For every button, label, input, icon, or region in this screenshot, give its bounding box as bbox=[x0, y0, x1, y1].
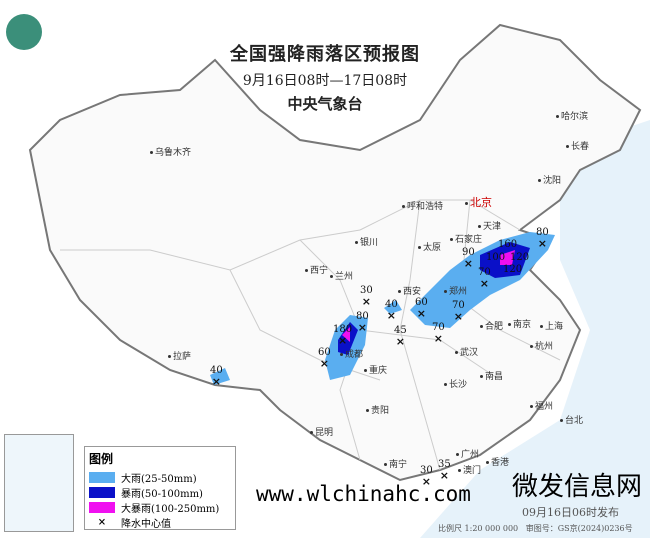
agency: 中央气象台 bbox=[287, 95, 363, 113]
rain-center-marker: 70 × bbox=[432, 322, 445, 345]
city-label: 太原 bbox=[418, 243, 441, 254]
city-label: 拉萨 bbox=[168, 352, 191, 363]
city-label: 南宁 bbox=[384, 460, 407, 471]
city-label: 乌鲁木齐 bbox=[150, 148, 191, 159]
city-label: 昆明 bbox=[310, 428, 333, 439]
legend-item: 暴雨(50-100mm) bbox=[89, 485, 235, 500]
city-label: 重庆 bbox=[364, 366, 387, 377]
rain-center-marker: 90 × bbox=[462, 247, 475, 270]
city-label: 南昌 bbox=[480, 372, 503, 383]
rain-center-marker: 100 bbox=[486, 252, 506, 263]
city-label: 银川 bbox=[355, 238, 378, 249]
watermark-text: 微发信息网 bbox=[512, 472, 643, 502]
rain-center-marker: 120 bbox=[503, 264, 523, 275]
rain-center-marker: 70 × bbox=[452, 300, 465, 323]
rain-center-marker: 70 × bbox=[478, 267, 491, 290]
city-label: 澳门 bbox=[458, 466, 481, 477]
city-label: 广州 bbox=[456, 450, 479, 461]
rain-center-marker: 60 × bbox=[415, 297, 428, 320]
rain-center-marker: 180 × bbox=[333, 324, 353, 347]
city-label: 武汉 bbox=[455, 348, 478, 359]
city-label: 杭州 bbox=[530, 342, 553, 353]
rain-center-marker: 80 × bbox=[536, 227, 549, 250]
city-label: 上海 bbox=[540, 322, 563, 333]
rain-center-marker: 45 × bbox=[394, 325, 407, 348]
city-label: 天津 bbox=[478, 222, 501, 233]
city-label: 台北 bbox=[560, 416, 583, 427]
city-label: 成都 bbox=[340, 350, 363, 361]
city-label: 香港 bbox=[486, 458, 509, 469]
scale-info: 比例尺 1:20 000 000 审图号：GS京(2024)0236号 bbox=[438, 524, 633, 533]
city-label: 西安 bbox=[398, 287, 421, 298]
cma-logo bbox=[6, 14, 42, 50]
rain-center-marker: 80 × bbox=[356, 311, 369, 334]
city-label: 兰州 bbox=[330, 272, 353, 283]
legend: 图例 大雨(25-50mm) 暴雨(50-100mm) 大暴雨(100-250m… bbox=[84, 446, 236, 530]
city-label: 西宁 bbox=[305, 266, 328, 277]
rain-center-marker: 30 × bbox=[420, 465, 433, 488]
city-label: 长春 bbox=[566, 142, 589, 153]
legend-item: 大暴雨(100-250mm) bbox=[89, 500, 235, 515]
city-label: 福州 bbox=[530, 402, 553, 413]
city-label: 合肥 bbox=[480, 322, 503, 333]
sea bbox=[420, 120, 650, 538]
rain-center-marker: 30 × bbox=[360, 285, 373, 308]
rainstorm-area bbox=[338, 242, 530, 355]
rain-center-marker: 35 × bbox=[438, 459, 451, 482]
rain-center-marker: 40 × bbox=[210, 365, 223, 388]
forecast-period: 9月16日08时—17日08时 bbox=[242, 73, 408, 89]
city-label: 郑州 bbox=[444, 287, 467, 298]
publish-time: 09月16日06时发布 bbox=[522, 506, 619, 519]
cross-icon: × bbox=[97, 517, 107, 528]
watermark-url: www.wlchinahc.com bbox=[256, 482, 471, 506]
legend-item: × 降水中心值 bbox=[89, 515, 235, 530]
rain-center-marker: 160 bbox=[498, 239, 518, 250]
rain-center-marker: 40 × bbox=[385, 299, 398, 322]
city-label: 沈阳 bbox=[538, 176, 561, 187]
legend-title: 图例 bbox=[89, 452, 114, 466]
city-label-capital: 北京 bbox=[465, 196, 492, 209]
map-title: 全国强降雨落区预报图 bbox=[230, 44, 420, 65]
rain-center-marker: 60 × bbox=[318, 347, 331, 370]
city-label: 石家庄 bbox=[450, 235, 482, 246]
city-label: 哈尔滨 bbox=[556, 112, 588, 123]
city-label: 贵阳 bbox=[366, 406, 389, 417]
legend-item: 大雨(25-50mm) bbox=[89, 470, 235, 485]
south-china-sea-inset bbox=[4, 434, 74, 532]
city-label: 呼和浩特 bbox=[402, 202, 443, 213]
city-label: 长沙 bbox=[444, 380, 467, 391]
city-label: 南京 bbox=[508, 320, 531, 331]
rain-center-marker: 120 bbox=[510, 252, 530, 263]
